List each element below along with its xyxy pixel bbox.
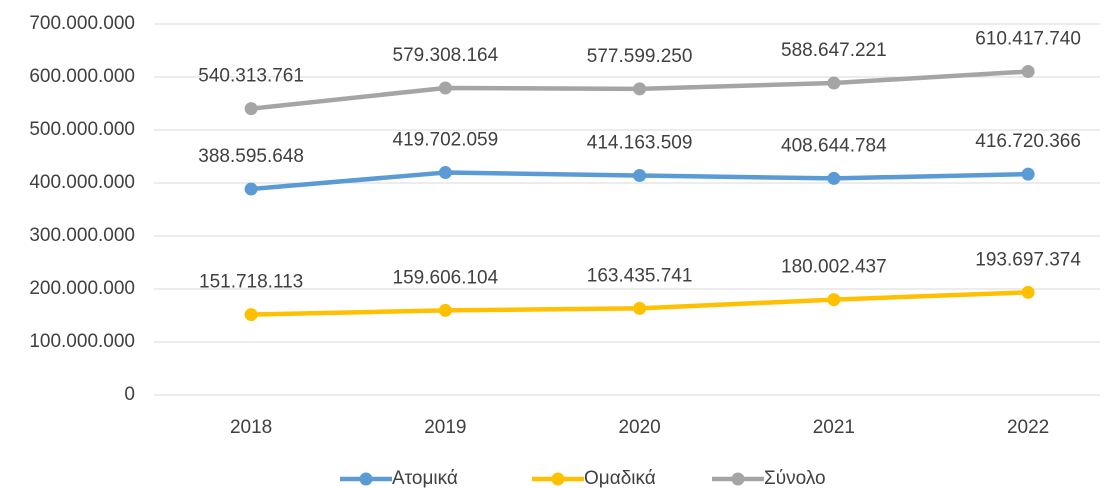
y-tick-label: 600.000.000 — [29, 66, 135, 87]
data-label: 408.644.784 — [781, 135, 887, 156]
legend-label: Ομαδικά — [584, 468, 656, 488]
x-tick-label: 2021 — [813, 417, 855, 438]
data-label: 388.595.648 — [198, 146, 304, 167]
data-point — [633, 168, 647, 182]
x-tick-label: 2022 — [1007, 417, 1049, 438]
data-point — [827, 293, 841, 307]
legend-marker — [551, 472, 565, 486]
data-point — [1021, 64, 1035, 78]
data-label: 416.720.366 — [975, 131, 1081, 152]
y-tick-label: 200.000.000 — [29, 278, 135, 299]
y-tick-label: 700.000.000 — [29, 13, 135, 34]
y-tick-label: 100.000.000 — [29, 331, 135, 352]
data-point — [633, 301, 647, 315]
data-label: 610.417.740 — [975, 28, 1081, 49]
data-point — [438, 81, 452, 95]
legend-label: Ατομικά — [392, 468, 458, 488]
y-tick-label: 400.000.000 — [29, 172, 135, 193]
data-label: 180.002.437 — [781, 257, 887, 278]
data-label: 159.606.104 — [393, 267, 499, 288]
data-label: 540.313.761 — [198, 66, 304, 87]
data-point — [438, 303, 452, 317]
data-label: 414.163.509 — [587, 133, 693, 154]
y-tick-label: 500.000.000 — [29, 119, 135, 140]
data-point — [827, 76, 841, 90]
data-point — [1021, 285, 1035, 299]
data-point — [244, 308, 258, 322]
x-tick-label: 2020 — [618, 417, 660, 438]
data-label: 577.599.250 — [587, 46, 693, 67]
x-tick-label: 2018 — [230, 417, 272, 438]
legend-marker — [359, 472, 373, 486]
x-tick-label: 2019 — [424, 417, 466, 438]
data-point — [633, 82, 647, 96]
y-tick-label: 0 — [124, 384, 135, 405]
data-point — [1021, 167, 1035, 181]
data-point — [244, 182, 258, 196]
data-label: 151.718.113 — [199, 272, 303, 293]
y-tick-label: 300.000.000 — [29, 225, 135, 246]
data-label: 193.697.374 — [975, 249, 1081, 270]
data-point — [244, 102, 258, 116]
data-label: 579.308.164 — [393, 45, 499, 66]
data-label: 163.435.741 — [587, 265, 693, 286]
data-label: 419.702.059 — [393, 130, 499, 151]
data-point — [827, 171, 841, 185]
legend-marker — [731, 472, 745, 486]
data-label: 588.647.221 — [781, 40, 887, 61]
data-point — [438, 166, 452, 180]
legend-label: Σύνολο — [764, 468, 826, 488]
